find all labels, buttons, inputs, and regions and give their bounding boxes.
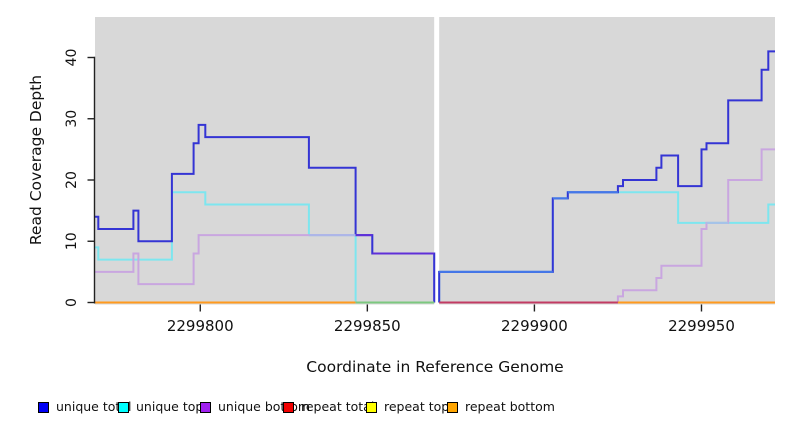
legend-swatch-icon [366,401,377,413]
legend-swatch-icon [38,401,49,413]
x-axis-label: Coordinate in Reference Genome [306,358,564,376]
y-tick-label-40: 40 [64,49,80,67]
y-axis-label: Read Coverage Depth [27,74,45,246]
legend-item-repeat-top: repeat top [366,399,449,415]
y-tick-label-0: 0 [64,298,80,307]
x-tick-label-2299850: 2299850 [334,317,401,335]
x-tick-label-2299950: 2299950 [668,317,735,335]
y-tick-label-30: 30 [64,110,80,128]
legend-label: unique total [56,399,132,414]
legend-item-unique-total: unique total [38,399,131,415]
legend-swatch-icon [283,401,294,413]
series-unique-top-line-left [95,191,435,304]
legend: unique total unique top unique bottom repea… [0,399,792,421]
x-tick-label-2299800: 2299800 [167,317,234,335]
legend-item-repeat-total: repeat total [283,399,374,415]
legend-swatch-icon [118,401,129,413]
y-tick-label-20: 20 [64,171,80,189]
y-tick-label-10: 10 [64,232,80,250]
masked-region [434,16,440,305]
legend-label: repeat top [384,399,450,414]
legend-item-repeat-bottom: repeat bottom [447,399,555,415]
legend-label: repeat total [301,399,375,414]
legend-label: unique top [136,399,204,414]
legend-swatch-icon [447,401,458,413]
series-unique-bottom-line-right [439,148,775,304]
legend-label: repeat bottom [465,399,555,414]
legend-swatch-icon [200,401,211,413]
x-tick-label-2299900: 2299900 [501,317,568,335]
series-unique-total-line-right [438,50,775,303]
legend-item-unique-top: unique top [118,399,203,415]
